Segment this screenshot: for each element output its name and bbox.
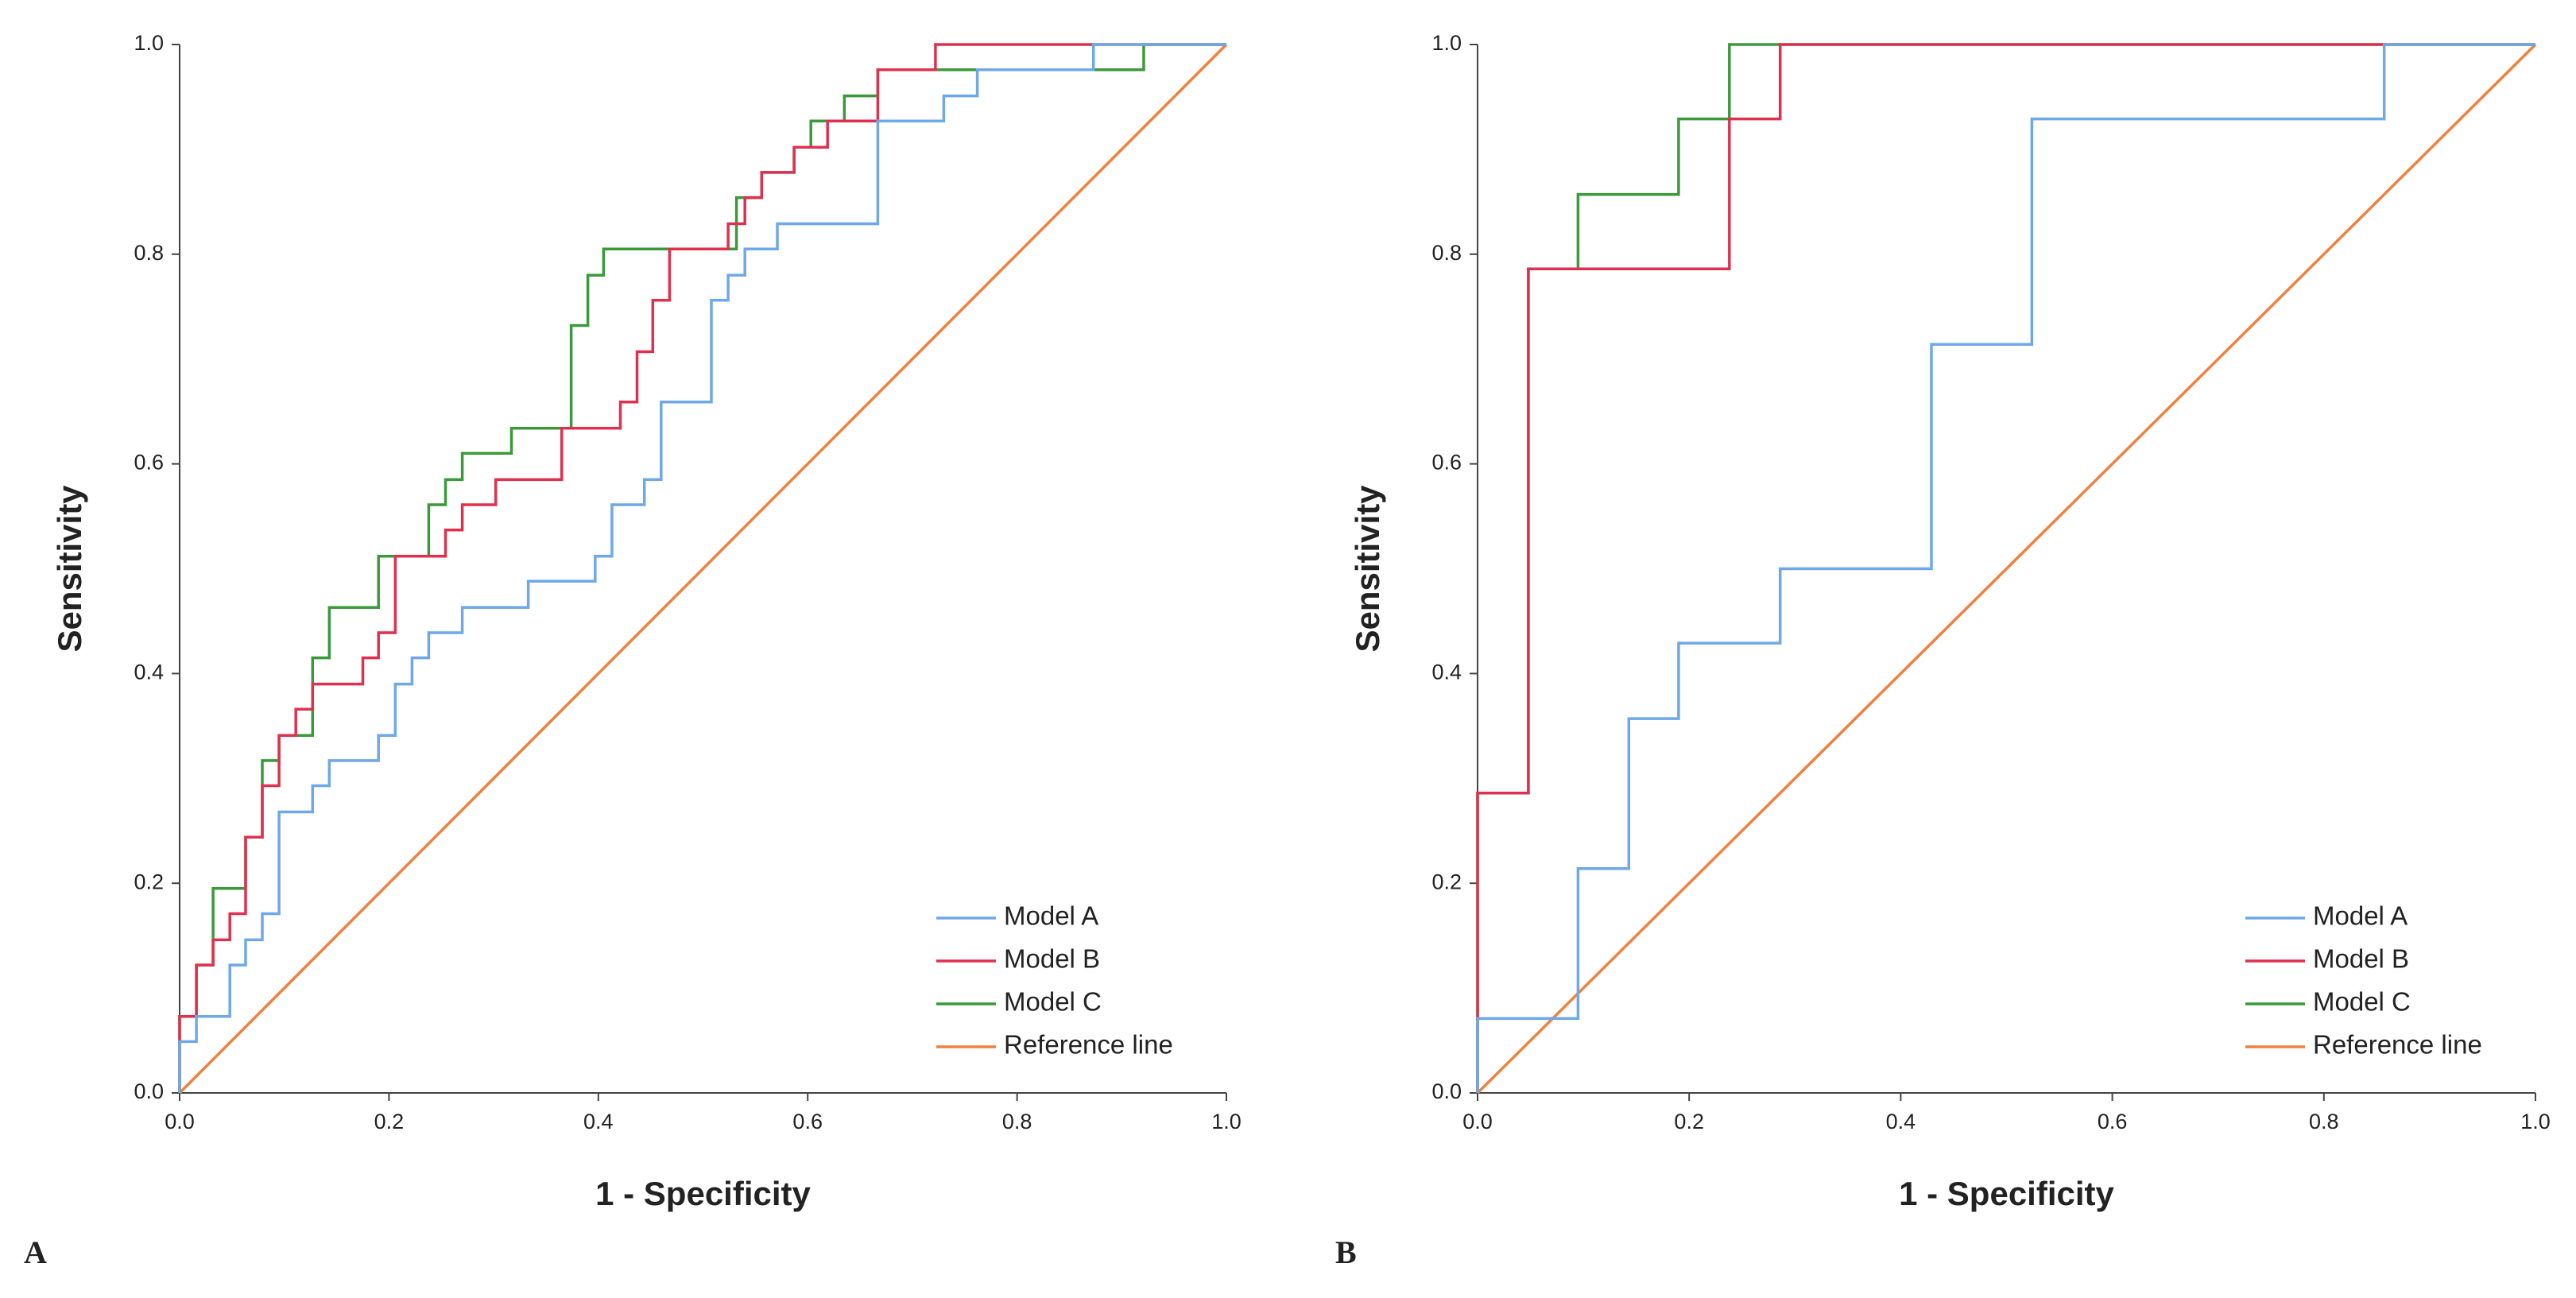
x-tick-label: 0.4: [583, 1110, 614, 1133]
legend-label: Model A: [2313, 901, 2407, 931]
panel-label: B: [1335, 1234, 1357, 1270]
x-tick-label: 0.2: [374, 1110, 405, 1133]
x-tick-label: 0.8: [2309, 1110, 2339, 1133]
panel-label: A: [24, 1234, 47, 1270]
y-tick-label: 0.0: [134, 1079, 164, 1103]
x-tick-label: 0.2: [1674, 1110, 1704, 1133]
legend-label: Model B: [1004, 944, 1100, 974]
y-tick-label: 1.0: [134, 31, 164, 55]
x-tick-label: 0.8: [1002, 1110, 1032, 1133]
legend-label: Reference line: [2313, 1030, 2482, 1060]
y-tick-label: 0.2: [134, 870, 164, 893]
y-axis-title: Sensitivity: [1349, 485, 1386, 653]
legend-label: Model B: [2313, 944, 2409, 974]
y-tick-label: 0.0: [1431, 1079, 1462, 1103]
x-tick-label: 0.6: [792, 1110, 823, 1133]
y-tick-label: 0.8: [1431, 241, 1462, 265]
roc-curve: [178, 43, 1226, 1093]
roc-curve: [1476, 43, 2537, 1095]
roc-curve: [1476, 43, 2535, 1093]
y-tick-label: 0.6: [1431, 451, 1462, 475]
x-tick-label: 1.0: [1211, 1110, 1242, 1133]
y-tick-label: 0.8: [134, 241, 164, 265]
x-axis-title: 1 - Specificity: [1899, 1175, 2114, 1212]
x-tick-label: 0.6: [2098, 1110, 2128, 1133]
roc-curve: [1476, 43, 2535, 1093]
x-tick-label: 1.0: [2520, 1110, 2551, 1133]
x-tick-label: 0.4: [1886, 1110, 1916, 1133]
roc-curve: [178, 43, 1228, 1095]
legend-label: Reference line: [1004, 1030, 1173, 1060]
roc-curve: [178, 43, 1226, 1093]
y-tick-label: 0.4: [1431, 661, 1462, 684]
y-tick-label: 1.0: [1431, 31, 1462, 55]
legend-label: Model A: [1004, 901, 1098, 931]
y-tick-label: 0.4: [134, 661, 164, 684]
y-axis-title: Sensitivity: [51, 485, 88, 653]
y-tick-label: 0.2: [1431, 870, 1462, 893]
legend-label: Model C: [1004, 987, 1102, 1017]
x-axis-title: 1 - Specificity: [595, 1175, 811, 1212]
legend-label: Model C: [2313, 987, 2411, 1017]
x-tick-label: 0.0: [165, 1110, 195, 1133]
x-tick-label: 0.0: [1462, 1110, 1493, 1133]
y-tick-label: 0.6: [134, 451, 164, 475]
